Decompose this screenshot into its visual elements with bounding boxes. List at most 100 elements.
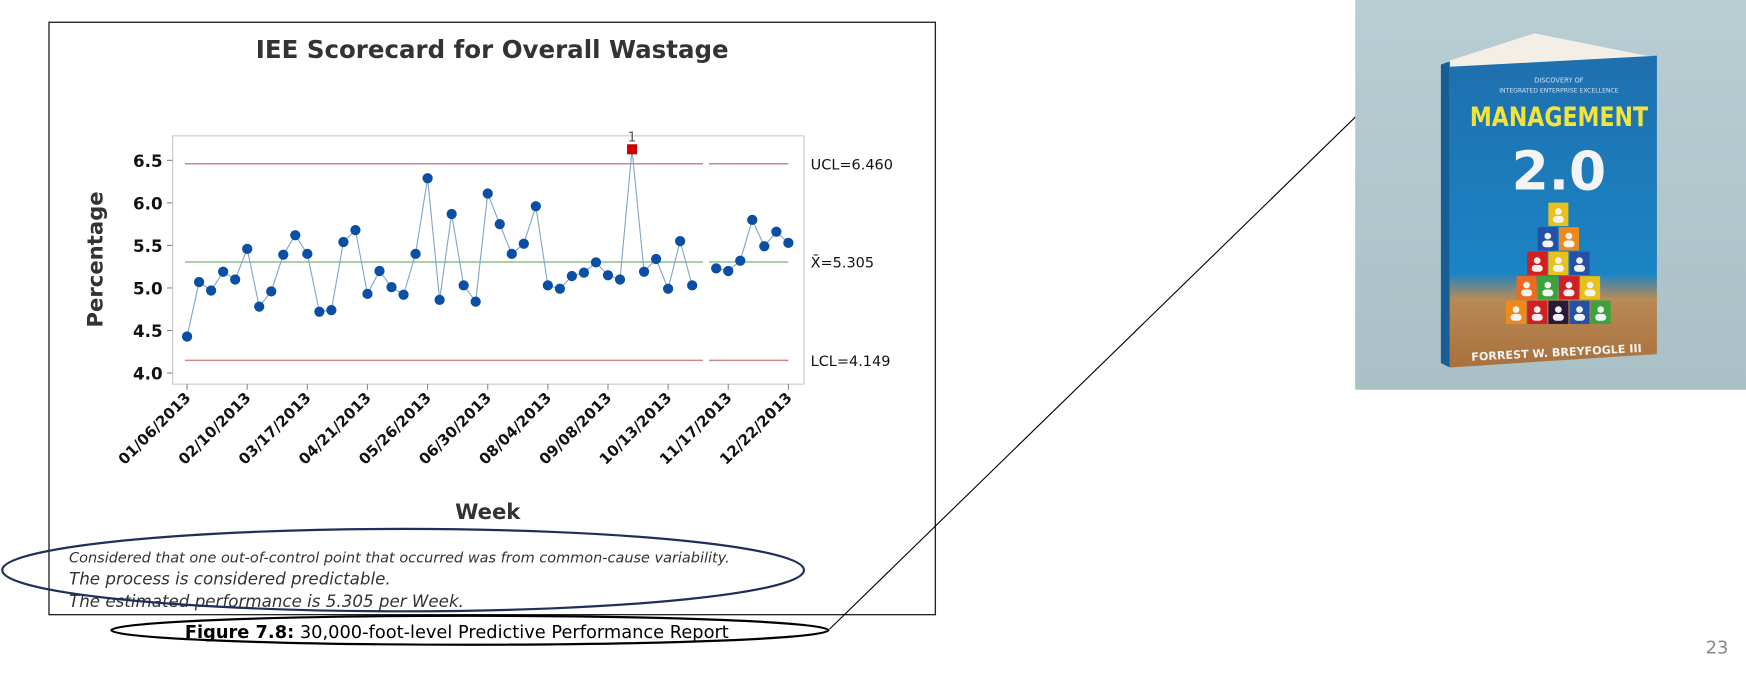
data-point: [506, 248, 517, 260]
person-icon: [1597, 306, 1605, 313]
data-point: [735, 255, 746, 266]
data-point: [530, 201, 541, 212]
data-point: [278, 249, 289, 260]
person-icon-body: [1552, 314, 1564, 321]
x-axis-label: Week: [455, 499, 521, 524]
figure-caption: Figure 7.8: 30,000-foot-level Predictive…: [185, 622, 729, 643]
data-point: [723, 265, 734, 277]
person-icon-body: [1552, 265, 1564, 272]
person-icon-body: [1542, 289, 1554, 297]
person-icon: [1512, 306, 1520, 313]
y-tick-label: 5.0: [133, 279, 163, 299]
data-point: [542, 280, 553, 291]
person-icon-body: [1542, 240, 1554, 248]
data-point: [771, 226, 782, 237]
person-icon-body: [1531, 314, 1543, 321]
data-point: [218, 266, 229, 277]
y-axis-label: Percentage: [82, 191, 107, 327]
center-label: X̄=5.305: [811, 254, 874, 272]
lcl-label: LCL=4.149: [811, 354, 891, 370]
data-point: [590, 257, 602, 268]
data-point: [326, 304, 337, 316]
person-icon-body: [1573, 314, 1586, 321]
data-point: [193, 276, 205, 288]
data-point: [290, 230, 301, 241]
person-icon: [1576, 257, 1583, 264]
person-icon: [1544, 281, 1552, 289]
data-point: [554, 283, 566, 294]
note-line-3: The estimated performance is 5.305 per W…: [69, 591, 464, 611]
person-icon: [1523, 281, 1530, 289]
person-icon-body: [1510, 314, 1522, 321]
data-point: [302, 248, 313, 260]
data-point: [181, 331, 193, 342]
data-point: [458, 280, 469, 291]
caption-text: 30,000-foot-level Predictive Performance…: [294, 622, 729, 643]
data-point: [374, 265, 385, 277]
data-point: [206, 285, 217, 296]
data-point: [518, 238, 529, 249]
data-point: [482, 188, 493, 199]
data-point: [350, 224, 361, 236]
book-subtitle: 2.0: [1512, 139, 1607, 202]
note-line-2: The process is considered predictable.: [69, 569, 391, 589]
data-point: [614, 274, 626, 285]
data-point: [638, 266, 650, 277]
person-icon-body: [1584, 289, 1596, 297]
data-point: [602, 270, 614, 281]
plot-area: [172, 135, 805, 385]
data-point: [662, 283, 674, 294]
y-tick-label: 6.5: [133, 151, 163, 171]
data-point: [566, 270, 578, 282]
book-cover-image: DISCOVERY OF INTEGRATED ENTERPRISE EXCEL…: [1355, 0, 1746, 390]
page-number: 23: [1706, 638, 1729, 659]
data-point: [446, 208, 457, 220]
control-limits: UCL=6.460 X̄=5.305 LCL=4.149: [184, 157, 893, 370]
y-tick-label: 6.0: [133, 194, 163, 214]
person-icon-body: [1563, 240, 1575, 248]
data-point: [747, 214, 758, 226]
person-icon: [1555, 208, 1562, 215]
connector-arrow: [829, 88, 1385, 630]
person-icon: [1586, 281, 1594, 289]
person-icon: [1544, 232, 1552, 240]
person-icon: [1565, 232, 1573, 240]
book-top-text-2: INTEGRATED ENTERPRISE EXCELLENCE: [1499, 87, 1619, 94]
y-tick-label: 4.5: [133, 321, 163, 341]
caption-label: Figure 7.8:: [185, 622, 294, 643]
book-title: MANAGEMENT: [1470, 102, 1649, 133]
person-icon: [1533, 306, 1541, 313]
data-point: [650, 253, 662, 265]
person-icon-body: [1521, 289, 1533, 297]
data-point: [783, 237, 794, 248]
data-point: [230, 274, 241, 285]
chart-title: IEE Scorecard for Overall Wastage: [256, 35, 729, 64]
out-of-control-point: [627, 144, 638, 155]
ucl-label: UCL=6.460: [811, 157, 893, 173]
person-icon: [1533, 257, 1541, 264]
data-point: [711, 263, 722, 274]
data-point: [314, 306, 325, 317]
data-point: [398, 289, 409, 300]
data-point: [494, 219, 505, 230]
person-icon: [1576, 306, 1583, 313]
person-icon-body: [1552, 216, 1564, 223]
book-top-text: DISCOVERY OF: [1534, 76, 1584, 84]
person-icon: [1555, 306, 1562, 313]
data-point: [386, 281, 397, 293]
data-point: [338, 236, 349, 248]
y-tick-label: 4.0: [133, 364, 163, 384]
data-point: [434, 294, 445, 305]
data-point: [362, 288, 373, 300]
notes-highlight-ellipse: [1, 527, 806, 613]
data-point: [254, 301, 265, 312]
data-point: [410, 248, 421, 260]
out-of-control-label: 1: [628, 130, 637, 145]
data-point: [675, 236, 686, 247]
data-point: [578, 267, 590, 278]
data-point: [470, 296, 481, 307]
data-point: [687, 280, 698, 291]
data-series: 1: [181, 130, 794, 342]
person-icon-body: [1595, 314, 1607, 321]
